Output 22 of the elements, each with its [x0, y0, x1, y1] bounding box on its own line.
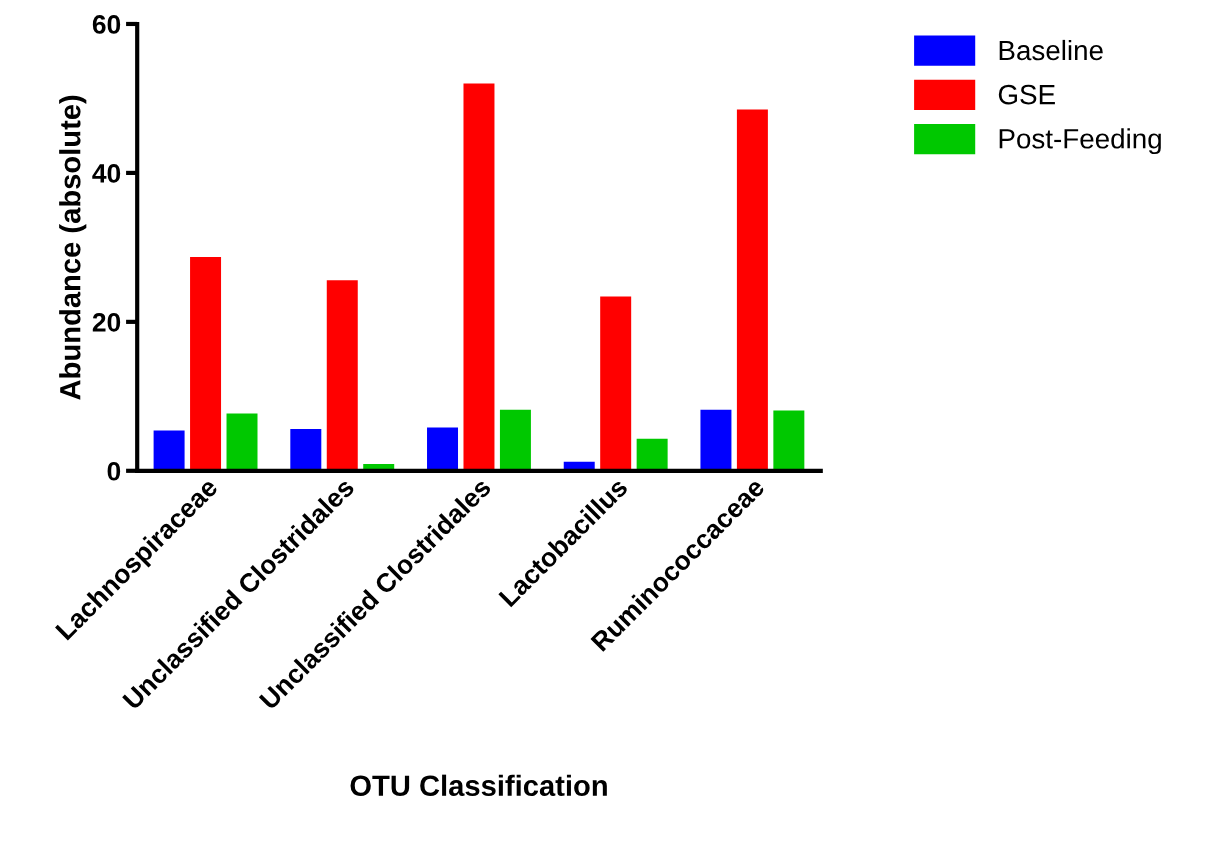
- legend-label: Baseline: [999, 39, 1103, 61]
- bar: [736, 109, 768, 471]
- bar: [326, 280, 358, 471]
- y-axis-title: Abundance (absolute): [59, 95, 87, 400]
- bar: [226, 413, 258, 471]
- x-axis-title: OTU Classification: [350, 774, 607, 797]
- y-tick-label: 60: [92, 15, 121, 34]
- bar: [600, 296, 632, 471]
- bar: [636, 438, 668, 471]
- bar: [700, 409, 732, 471]
- y-tick-label: 40: [92, 164, 121, 183]
- legend-label: Post-Feeding: [999, 128, 1161, 155]
- legend-label: GSE: [998, 84, 1055, 105]
- bar: [190, 257, 222, 471]
- bar: [427, 427, 459, 471]
- bar: [153, 430, 185, 471]
- bar: [463, 83, 495, 471]
- bar: [290, 429, 322, 471]
- y-tick-label: 0: [107, 461, 121, 481]
- y-tick-label: 20: [92, 312, 121, 332]
- bar: [499, 409, 531, 471]
- bar: [773, 410, 805, 471]
